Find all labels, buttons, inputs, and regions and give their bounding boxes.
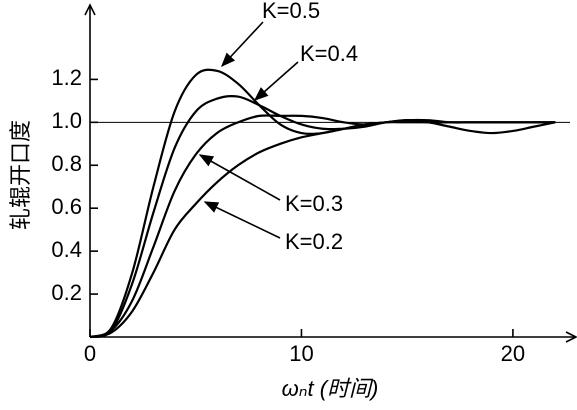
y-tick-label: 0.8 [51,151,82,176]
y-tick-label: 1.0 [51,108,82,133]
y-tick-label: 1.2 [51,65,82,90]
annotation-arrow [198,154,281,201]
x-tick-label: 0 [84,341,96,366]
curve-label: K=0.4 [300,41,358,66]
curve [89,114,556,339]
y-tick-label: 0.6 [51,194,82,219]
annotation-arrow [203,201,281,239]
curve-label: K=0.5 [262,0,320,23]
x-axis-arrow [565,331,577,343]
annotation-arrow [253,61,299,101]
annotation-arrow [221,21,264,68]
y-tick-label: 0.2 [51,280,82,305]
y-axis-label: 轧辊开口度 [8,120,33,230]
y-axis-arrow [84,3,96,16]
x-axis-label: ωₙt (时间) [282,376,379,401]
x-tick-label: 10 [289,341,313,366]
x-tick-label: 20 [501,341,525,366]
y-tick-label: 0.4 [51,237,82,262]
curve [89,119,556,339]
curve-label: K=0.3 [285,191,343,216]
curve-label: K=0.2 [285,229,343,254]
